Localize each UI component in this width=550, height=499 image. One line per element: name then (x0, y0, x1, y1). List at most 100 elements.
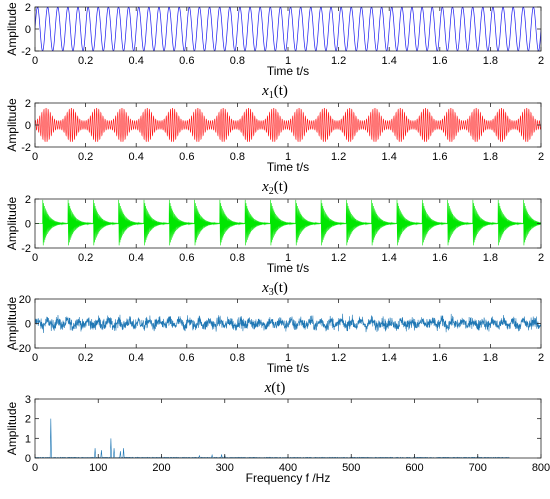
series-line (35, 107, 541, 143)
x-tick-label: 0.6 (179, 252, 194, 264)
x-tick-label: 1.8 (483, 352, 498, 364)
x-tick-label: 700 (469, 462, 487, 474)
x-tick-label: 0.4 (129, 352, 144, 364)
axes-box (34, 398, 542, 459)
x-tick-label: 1.8 (483, 55, 498, 67)
x-tick-label: 200 (152, 462, 170, 474)
y-tick-label: -2 (21, 243, 31, 255)
y-tick-label: 2 (25, 98, 31, 110)
y-axis-label: Amplitude (5, 402, 19, 456)
x-tick-label: 0.2 (78, 352, 93, 364)
x-tick-label: 0.2 (78, 55, 93, 67)
x-tick-label: 1.8 (483, 151, 498, 163)
panel-caption: x1(t) (261, 83, 288, 101)
x-tick-label: 1.6 (432, 352, 447, 364)
x-tick-label: 1.4 (382, 252, 397, 264)
caption-arg: (t) (271, 380, 285, 396)
x-tick-label: 0.2 (78, 151, 93, 163)
y-axis-label: Amplitude (5, 98, 19, 152)
x-tick-label: 0 (32, 55, 38, 67)
x-tick-label: 300 (216, 462, 234, 474)
caption-subscript: 3 (269, 287, 274, 298)
x-tick-label: 0.6 (179, 55, 194, 67)
x-tick-label: 0.4 (129, 55, 144, 67)
x-axis-label: Time t/s (267, 361, 309, 375)
y-tick-label: 2 (25, 194, 31, 206)
x-tick-label: 0.8 (230, 252, 245, 264)
caption-var: x (261, 179, 269, 195)
y-tick-label: 2 (25, 2, 31, 14)
y-tick-label: 1 (25, 433, 31, 445)
x-tick-label: 1.2 (331, 151, 346, 163)
y-tick-label: 3 (25, 394, 31, 406)
x-tick-label: 1.2 (331, 55, 346, 67)
x-axis-label: Time t/s (267, 261, 309, 275)
x-tick-label: 1 (285, 55, 291, 67)
panel-caption: x(t) (264, 380, 286, 396)
y-tick-label: 0 (25, 319, 31, 331)
caption-arg: (t) (274, 83, 288, 99)
x-tick-label: 1.4 (382, 55, 397, 67)
x-tick-label: 1.8 (483, 252, 498, 264)
x-tick-label: 1 (285, 252, 291, 264)
x-tick-label: 800 (532, 462, 550, 474)
series-line (35, 199, 541, 246)
x-tick-label: 0.6 (179, 352, 194, 364)
x-axis-label: Time t/s (267, 64, 309, 78)
caption-var: x (261, 83, 269, 99)
y-tick-label: 0 (25, 120, 31, 132)
x-tick-label: 500 (342, 462, 360, 474)
x-axis-label: Time t/s (267, 160, 309, 174)
x-tick-label: 0.2 (78, 252, 93, 264)
x-tick-label: 1.4 (382, 151, 397, 163)
x-tick-label: 0 (32, 352, 38, 364)
x-tick-label: 2 (538, 55, 544, 67)
x-tick-label: 1 (285, 151, 291, 163)
x-tick-label: 400 (279, 462, 297, 474)
x-axis-label: Frequency f /Hz (246, 471, 331, 485)
x-tick-label: 1.6 (432, 151, 447, 163)
x-tick-label: 0.8 (230, 352, 245, 364)
x-tick-label: 0.6 (179, 151, 194, 163)
x-tick-label: 0 (32, 151, 38, 163)
y-tick-label: -2 (21, 46, 31, 58)
y-tick-label: 2 (25, 414, 31, 426)
x-tick-label: 0.4 (129, 252, 144, 264)
y-axis-label: Amplitude (5, 297, 19, 351)
caption-var: x (261, 280, 269, 296)
x-tick-label: 2 (538, 352, 544, 364)
x-tick-label: 0 (32, 462, 38, 474)
caption-subscript: 1 (269, 90, 274, 101)
caption-arg: (t) (274, 179, 288, 195)
x-tick-label: 1 (285, 352, 291, 364)
y-tick-label: 0 (25, 24, 31, 36)
x-tick-label: 1.4 (382, 352, 397, 364)
x-tick-label: 1.2 (331, 252, 346, 264)
y-tick-label: 0 (25, 219, 31, 231)
panel-caption: x3(t) (261, 280, 288, 298)
caption-var: x (264, 380, 272, 396)
caption-subscript: 2 (269, 186, 274, 197)
y-tick-label: -20 (15, 343, 31, 355)
x-tick-label: 0.8 (230, 151, 245, 163)
x-tick-label: 1.2 (331, 352, 346, 364)
series-line (35, 7, 541, 51)
series-line (35, 313, 541, 334)
panel-5: 0 100 200 300 400 500 600 700 800 3 2 1 0 Frequency f… (5, 394, 550, 485)
x-tick-label: 0 (32, 252, 38, 264)
x-tick-label: 1.6 (432, 55, 447, 67)
y-tick-label: 0 (25, 453, 31, 465)
panel-caption: x2(t) (261, 179, 288, 197)
series-line (35, 418, 510, 458)
x-tick-label: 100 (89, 462, 107, 474)
x-tick-label: 0.8 (230, 55, 245, 67)
x-tick-label: 600 (405, 462, 423, 474)
x-tick-label: 1.6 (432, 252, 447, 264)
y-tick-label: -2 (21, 142, 31, 154)
y-tick-label: 20 (19, 294, 31, 306)
